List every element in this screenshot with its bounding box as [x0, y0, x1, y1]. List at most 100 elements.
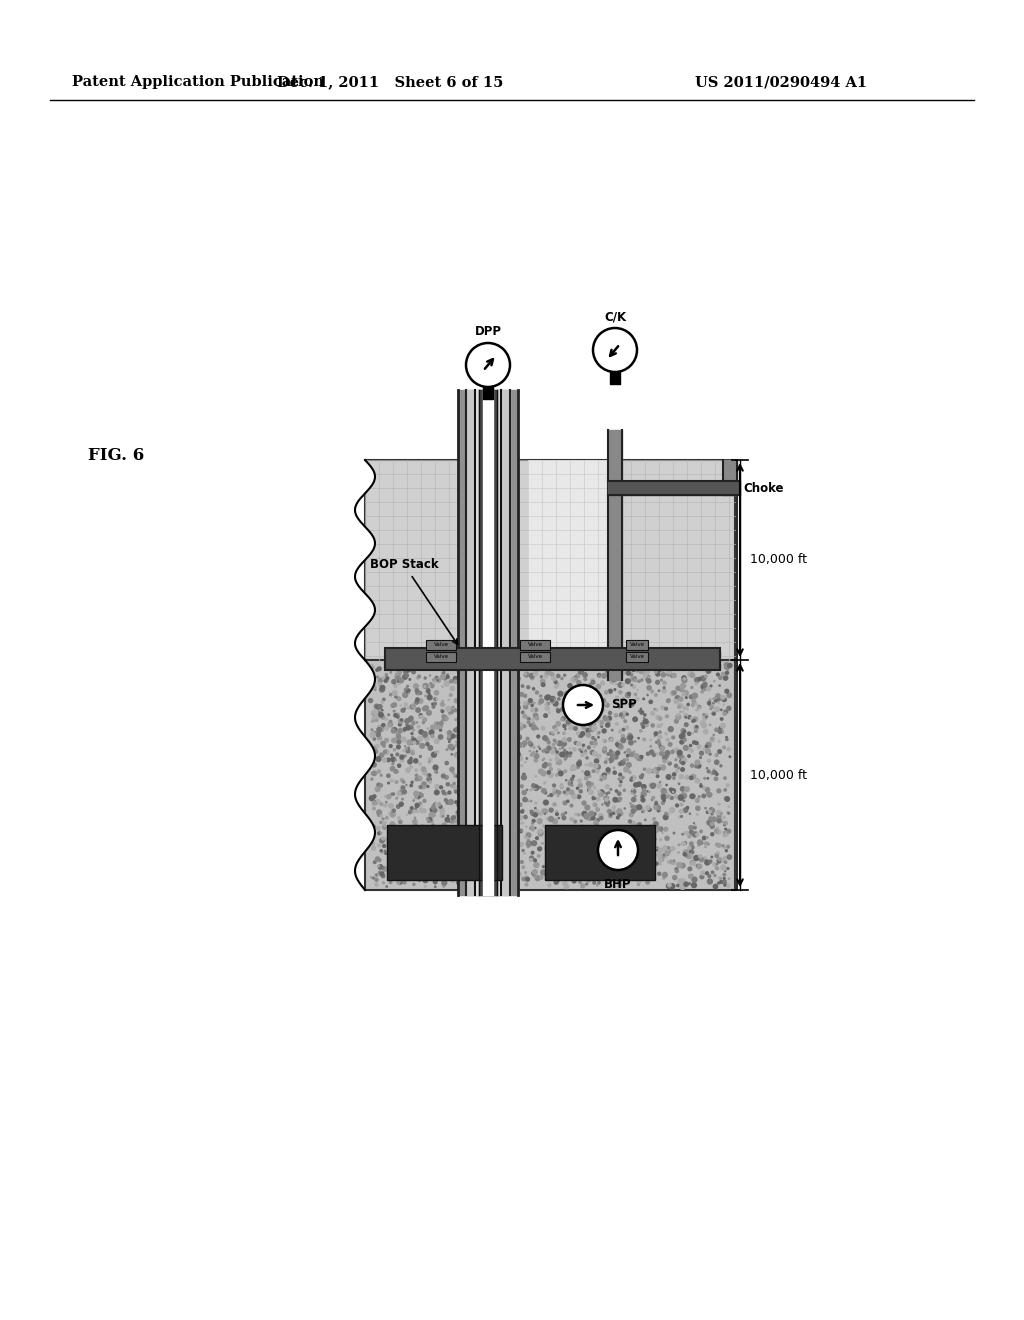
Circle shape — [378, 866, 380, 867]
Circle shape — [617, 826, 621, 829]
Circle shape — [513, 820, 518, 825]
Circle shape — [692, 700, 695, 704]
Circle shape — [701, 723, 707, 727]
Circle shape — [564, 833, 566, 834]
Circle shape — [570, 777, 573, 780]
Circle shape — [506, 774, 510, 777]
Circle shape — [656, 673, 659, 676]
Circle shape — [587, 817, 590, 820]
Circle shape — [573, 676, 578, 680]
Circle shape — [386, 677, 389, 680]
Circle shape — [667, 884, 671, 888]
Circle shape — [501, 764, 504, 767]
Circle shape — [690, 673, 694, 677]
Circle shape — [582, 663, 586, 667]
Circle shape — [490, 681, 493, 682]
Bar — [520, 652, 550, 663]
Circle shape — [404, 688, 409, 692]
Circle shape — [537, 660, 542, 665]
Circle shape — [706, 750, 709, 752]
Circle shape — [577, 700, 578, 701]
Circle shape — [646, 847, 648, 849]
Circle shape — [624, 759, 626, 762]
Circle shape — [507, 791, 511, 796]
Circle shape — [488, 865, 490, 867]
Circle shape — [462, 681, 465, 685]
Circle shape — [597, 875, 602, 880]
Circle shape — [371, 729, 373, 730]
Circle shape — [724, 667, 726, 669]
Circle shape — [610, 813, 612, 816]
Circle shape — [532, 870, 538, 874]
Circle shape — [570, 726, 573, 729]
Circle shape — [554, 729, 557, 731]
Circle shape — [630, 673, 633, 676]
Circle shape — [394, 742, 396, 743]
Circle shape — [415, 804, 419, 808]
Circle shape — [433, 880, 437, 884]
Circle shape — [611, 730, 613, 731]
Circle shape — [397, 697, 400, 701]
Circle shape — [698, 677, 701, 681]
Circle shape — [623, 698, 625, 700]
Circle shape — [594, 787, 596, 788]
Circle shape — [643, 842, 645, 843]
Circle shape — [571, 849, 577, 853]
Circle shape — [465, 787, 469, 791]
Circle shape — [573, 829, 577, 832]
Circle shape — [569, 693, 572, 697]
Circle shape — [488, 833, 492, 837]
Circle shape — [716, 867, 719, 870]
Circle shape — [665, 837, 669, 841]
Circle shape — [552, 743, 555, 746]
Circle shape — [562, 738, 566, 742]
Circle shape — [604, 796, 608, 801]
Circle shape — [506, 812, 511, 817]
Circle shape — [460, 850, 462, 851]
Circle shape — [412, 808, 416, 813]
Circle shape — [568, 755, 571, 756]
Circle shape — [546, 669, 551, 675]
Circle shape — [418, 796, 420, 799]
Circle shape — [462, 801, 464, 803]
Circle shape — [435, 771, 437, 774]
Circle shape — [673, 663, 677, 667]
Circle shape — [686, 708, 688, 710]
Circle shape — [582, 725, 586, 729]
Circle shape — [612, 807, 615, 809]
Circle shape — [688, 836, 690, 838]
Circle shape — [488, 673, 493, 677]
Circle shape — [551, 698, 553, 702]
Circle shape — [614, 830, 618, 834]
Circle shape — [506, 826, 508, 828]
Circle shape — [380, 688, 384, 692]
Circle shape — [585, 816, 588, 818]
Circle shape — [391, 871, 396, 875]
Circle shape — [651, 690, 653, 693]
Circle shape — [494, 809, 499, 813]
Circle shape — [724, 821, 727, 825]
Circle shape — [481, 690, 483, 693]
Circle shape — [658, 725, 662, 727]
Circle shape — [403, 727, 407, 731]
Circle shape — [450, 767, 454, 772]
Circle shape — [443, 865, 447, 869]
Circle shape — [437, 663, 441, 667]
Circle shape — [565, 711, 568, 715]
Circle shape — [507, 706, 510, 708]
Circle shape — [382, 821, 386, 825]
Circle shape — [618, 690, 622, 694]
Circle shape — [497, 825, 500, 828]
Circle shape — [688, 715, 691, 719]
Circle shape — [723, 713, 726, 715]
Circle shape — [642, 726, 644, 727]
Circle shape — [494, 879, 496, 882]
Circle shape — [618, 861, 623, 865]
Circle shape — [637, 663, 639, 664]
Circle shape — [637, 781, 641, 787]
Circle shape — [408, 689, 411, 692]
Circle shape — [397, 845, 401, 849]
Circle shape — [617, 792, 621, 796]
Circle shape — [427, 727, 429, 730]
Circle shape — [633, 826, 634, 828]
